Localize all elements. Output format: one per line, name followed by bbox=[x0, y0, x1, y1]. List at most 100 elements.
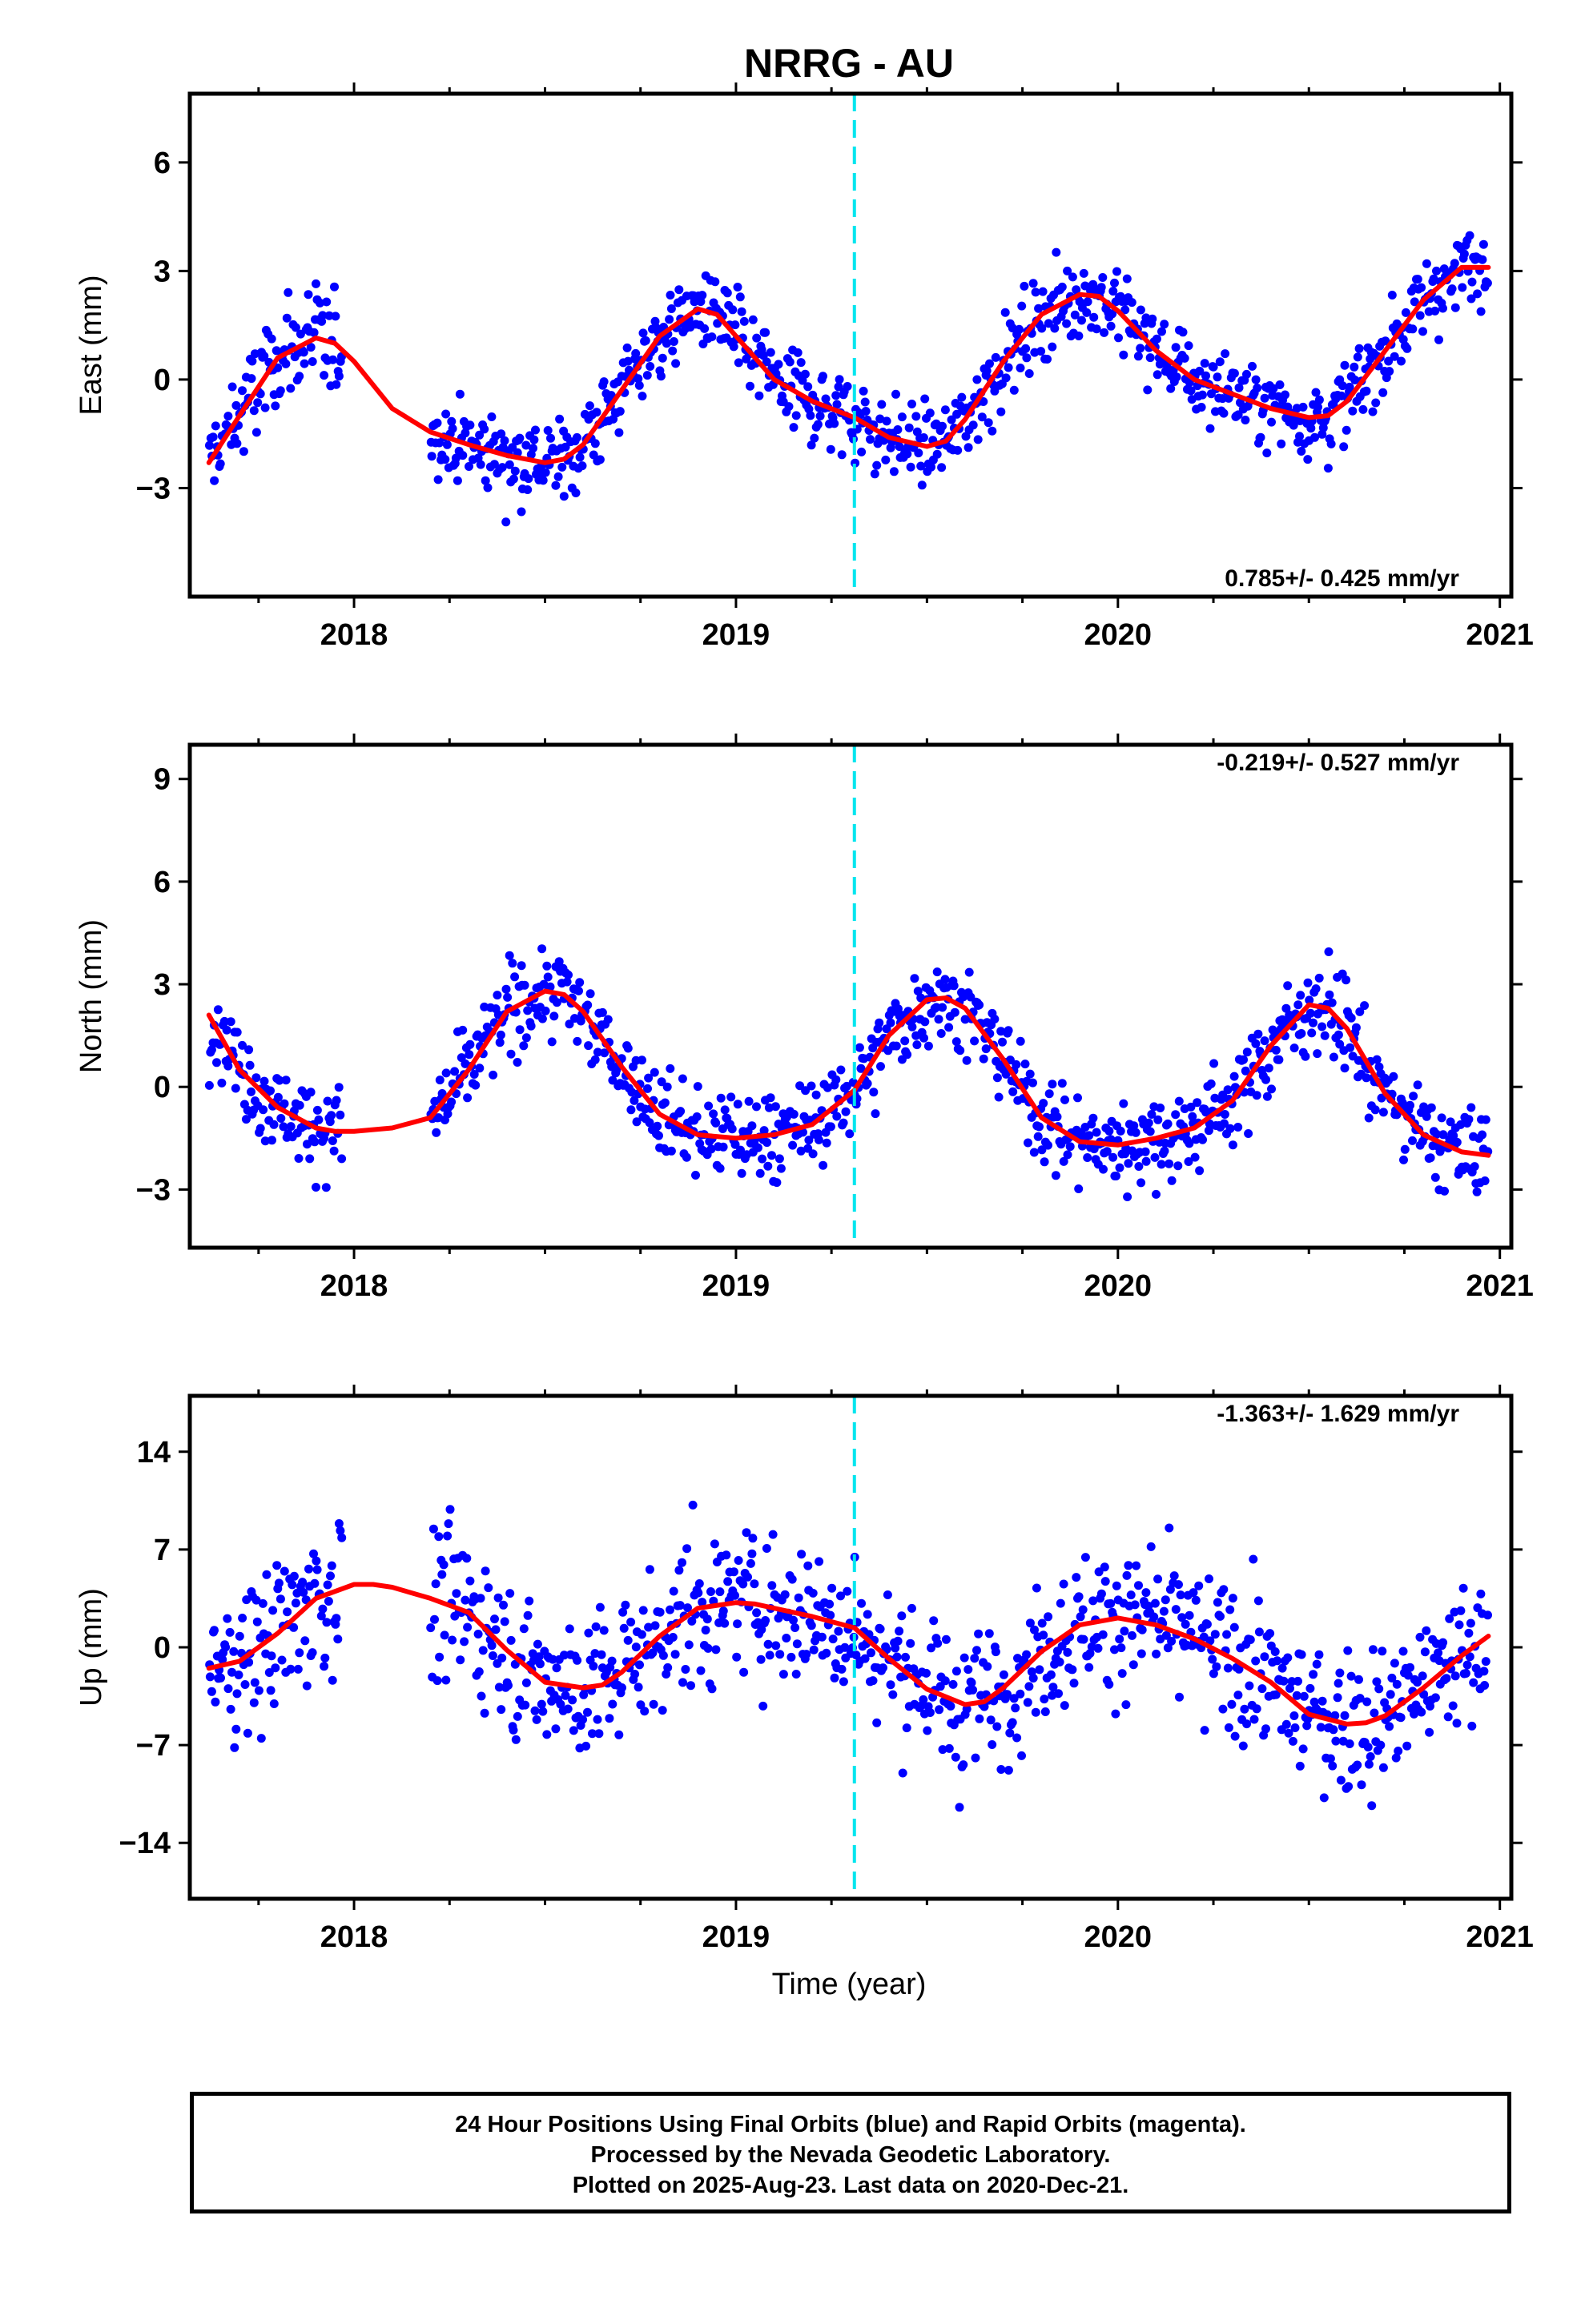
data-point bbox=[504, 1681, 513, 1691]
data-point bbox=[571, 489, 581, 497]
data-point bbox=[1190, 1152, 1200, 1162]
data-point bbox=[1052, 247, 1061, 257]
data-point bbox=[1438, 1638, 1448, 1647]
data-point bbox=[291, 1598, 300, 1608]
data-point bbox=[1413, 1080, 1422, 1090]
data-point bbox=[312, 279, 320, 288]
data-point bbox=[1230, 1731, 1240, 1741]
data-point bbox=[1044, 1089, 1054, 1099]
data-point bbox=[1068, 1665, 1077, 1675]
data-point bbox=[1005, 1728, 1015, 1738]
data-point bbox=[450, 1067, 460, 1076]
data-point bbox=[1288, 1736, 1297, 1746]
data-point bbox=[529, 435, 539, 444]
data-point bbox=[1456, 1606, 1466, 1615]
data-point bbox=[273, 363, 283, 372]
data-point bbox=[1092, 324, 1101, 334]
data-point bbox=[1025, 1069, 1035, 1079]
panel-east: 2018 2019 2020 2021 −3 0 3 6 East (mm) 0.785+/- 0… bbox=[74, 82, 1534, 652]
data-point bbox=[752, 1608, 762, 1618]
panel-up: 2018 2019 2020 2021 −14 −7 0 7 14 Up (mm) -1.363+/… bbox=[74, 1385, 1534, 1954]
data-point bbox=[1398, 1098, 1407, 1108]
data-point bbox=[1443, 1712, 1453, 1722]
x-tick-label: 2018 bbox=[320, 618, 388, 652]
data-point bbox=[546, 433, 555, 443]
data-point bbox=[886, 1018, 895, 1027]
data-point bbox=[815, 412, 825, 420]
data-point bbox=[480, 424, 489, 434]
data-point bbox=[947, 415, 956, 424]
data-point bbox=[458, 1025, 468, 1035]
data-point bbox=[451, 453, 461, 463]
data-point bbox=[204, 1080, 214, 1090]
data-point bbox=[1184, 1157, 1193, 1166]
data-point bbox=[1476, 1589, 1486, 1598]
data-point bbox=[299, 348, 308, 357]
data-point bbox=[1197, 390, 1207, 400]
data-point bbox=[1284, 1728, 1293, 1738]
data-point bbox=[1417, 283, 1426, 292]
data-point bbox=[440, 1630, 449, 1640]
data-point bbox=[1022, 353, 1032, 363]
data-point bbox=[280, 1566, 289, 1576]
data-point bbox=[1362, 386, 1371, 396]
data-point bbox=[1390, 352, 1399, 361]
data-point bbox=[888, 1690, 898, 1699]
data-point bbox=[559, 1651, 569, 1660]
data-point bbox=[860, 1654, 870, 1663]
data-point bbox=[951, 1667, 961, 1676]
data-point bbox=[1390, 1659, 1399, 1668]
data-point bbox=[1150, 1152, 1160, 1162]
data-point bbox=[806, 411, 815, 420]
data-point bbox=[216, 1673, 225, 1683]
data-point bbox=[606, 391, 616, 400]
data-point bbox=[842, 1081, 851, 1091]
data-point bbox=[949, 981, 959, 991]
data-point bbox=[755, 1168, 765, 1178]
data-point bbox=[505, 1589, 515, 1598]
data-point bbox=[1070, 310, 1080, 320]
data-point bbox=[1119, 1099, 1128, 1108]
data-point bbox=[525, 1596, 534, 1606]
data-point bbox=[562, 977, 572, 987]
data-point bbox=[750, 1579, 759, 1589]
data-point bbox=[830, 419, 839, 428]
data-point bbox=[1108, 1152, 1118, 1162]
data-point bbox=[1437, 1113, 1446, 1123]
data-point bbox=[1303, 455, 1313, 464]
data-point bbox=[1253, 1029, 1263, 1039]
data-point bbox=[819, 1160, 828, 1170]
data-point bbox=[1098, 273, 1108, 282]
data-point bbox=[614, 1730, 624, 1739]
data-point bbox=[968, 1685, 978, 1695]
data-point bbox=[1394, 1747, 1403, 1755]
data-point bbox=[306, 1088, 316, 1097]
data-point bbox=[970, 1654, 980, 1663]
data-point bbox=[222, 1025, 231, 1035]
data-point bbox=[523, 1006, 533, 1015]
data-point bbox=[1029, 1148, 1039, 1157]
data-point bbox=[1376, 1740, 1386, 1750]
data-point bbox=[1077, 316, 1086, 325]
data-point bbox=[1466, 1618, 1475, 1628]
data-point bbox=[1195, 1166, 1205, 1176]
data-point bbox=[286, 1122, 296, 1132]
data-point bbox=[1461, 1669, 1470, 1678]
data-point bbox=[258, 1598, 268, 1608]
data-point bbox=[700, 324, 710, 333]
data-point bbox=[1147, 1110, 1157, 1119]
data-point bbox=[533, 1639, 542, 1649]
data-point bbox=[1215, 357, 1225, 367]
data-point bbox=[1219, 1585, 1229, 1594]
data-point bbox=[893, 425, 903, 434]
data-point bbox=[715, 1164, 725, 1173]
data-point bbox=[211, 421, 220, 431]
data-point bbox=[316, 1611, 326, 1621]
data-point bbox=[767, 1151, 776, 1160]
data-point bbox=[903, 449, 912, 459]
data-point bbox=[1367, 1801, 1377, 1811]
data-point bbox=[551, 1724, 561, 1734]
data-point bbox=[506, 1049, 516, 1059]
data-point bbox=[1297, 1650, 1306, 1659]
data-point bbox=[621, 1600, 630, 1610]
